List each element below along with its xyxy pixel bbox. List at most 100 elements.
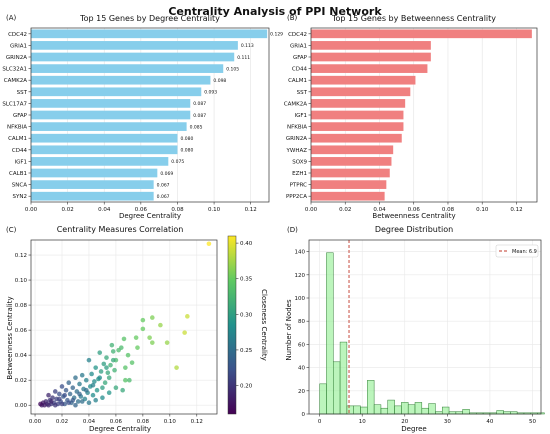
panel-c-point [110, 357, 116, 363]
panel-a-category-label: SYN2 [13, 194, 27, 200]
panel-b-xtick-label: 0.00 [305, 207, 318, 213]
panel-d-hist-bar [339, 341, 348, 415]
panel-a-value-label: 0.113 [241, 43, 254, 49]
panel-a-value-label: 0.067 [157, 194, 170, 200]
panel-b-bar [311, 168, 390, 178]
panel-d-legend [495, 244, 539, 258]
panel-c-point [70, 385, 76, 391]
panel-b-category-label: YWHAZ [286, 148, 308, 154]
panel-a-value-label: 0.093 [204, 90, 217, 96]
panel-b-category-label: GFAP [293, 55, 308, 61]
panel-c-point [46, 402, 51, 408]
panel-a-value-label: 0.087 [193, 113, 206, 119]
panel-d-hist-bar [326, 252, 334, 415]
panel-b-xtick-label: 0.12 [510, 207, 522, 213]
panel-a-value-label: 0.129 [270, 32, 283, 38]
panel-a-bar [31, 87, 202, 97]
panel-b-category-label: CAMK2A [284, 101, 307, 107]
panel-a-value-label: 0.080 [180, 136, 193, 142]
panel-a-category-label: NFKBIA [7, 125, 27, 131]
panel-c-point [104, 355, 109, 360]
panel-c-point [120, 387, 125, 393]
panel-a-xtick-label: 0.00 [25, 207, 38, 213]
panel-b-category-label: PTPRC [290, 183, 308, 189]
panel-a-category-label: SST [17, 90, 28, 96]
panel-a-xtick-label: 0.10 [208, 207, 221, 213]
panel-c-point [79, 372, 85, 378]
panel-b-bar [311, 41, 431, 50]
panel-d-hist-bar [333, 361, 341, 415]
panel-d-xtick-label: 30 [444, 419, 451, 425]
panel-c-point [127, 377, 132, 383]
panel-d-ytick-label: 0 [302, 412, 306, 418]
panel-b-category-label: CDC42 [288, 32, 307, 38]
panel-c-point [46, 392, 51, 398]
panel-d-axes-frame [308, 239, 542, 415]
panel-c-point [57, 396, 62, 402]
panel-a-xtick-label: 0.04 [98, 207, 111, 213]
panel-b-bar [311, 191, 385, 201]
panel-a-bar [31, 133, 178, 143]
panel-b-bar [311, 99, 406, 108]
panel-a-xlabel: Degree Centrality [119, 212, 181, 220]
panel-d-hist-bar [346, 405, 354, 415]
panel-b-category-label: CALM1 [288, 78, 307, 84]
panel-d-ytick-label: 100 [295, 296, 306, 302]
panel-c-point [147, 335, 152, 340]
panel-d-hist-bar [462, 409, 470, 415]
panel-a-category-label: IGF1 [14, 159, 27, 165]
panel-c-point [106, 390, 112, 396]
panel-c-point [101, 361, 107, 367]
panel-d-hist-bar [421, 407, 429, 415]
panel-d: (D) Degree Distribution Degree Number of… [285, 225, 545, 433]
panel-d-xtick-label: 40 [486, 419, 493, 425]
panel-c-point [73, 402, 78, 408]
panel-d-hist-bar [441, 406, 450, 415]
legend-mean-label: Mean: 6.9 [512, 249, 537, 255]
panel-a-category-label: SLC32A1 [2, 67, 27, 73]
panel-d-ytick-label: 120 [295, 273, 306, 279]
panel-c-xtick-label: 0.06 [110, 419, 123, 425]
panel-c-point [52, 389, 58, 394]
panel-a-bar [31, 145, 178, 155]
panel-a-bar [31, 29, 268, 39]
panel-c-point [109, 342, 115, 348]
panel-b-title: Top 15 Genes by Betweenness Centrality [331, 14, 496, 23]
panel-d-hist-bar [373, 404, 382, 415]
panel-c-point [125, 352, 131, 358]
panel-c-point [123, 377, 128, 383]
panel-a-bar [31, 122, 187, 131]
panel-a-xtick-label: 0.08 [171, 207, 184, 213]
panel-a-bar [31, 64, 224, 73]
panel-b-bar [311, 87, 411, 97]
panel-d-ytick-label: 60 [298, 342, 305, 348]
colorbar-tick-label: 0.25 [240, 348, 253, 354]
panel-c-point [185, 314, 190, 319]
panel-b-bar [311, 110, 404, 120]
panel-c-point [133, 335, 139, 340]
panel-d-hist-bar [496, 410, 504, 415]
panel-a-category-label: CDC42 [8, 32, 27, 38]
panel-b-bar [311, 29, 532, 39]
panel-d-xtick-label: 0 [318, 419, 322, 425]
panel-c-point [77, 381, 82, 387]
panel-a-xtick-label: 0.12 [245, 207, 257, 213]
panel-c-point [89, 371, 94, 377]
panel-b-xlabel: Betweenness Centrality [372, 212, 455, 220]
panel-c-xtick-label: 0.10 [164, 419, 177, 425]
panel-a-xtick-label: 0.02 [61, 207, 73, 213]
panel-c-point [67, 391, 73, 397]
panel-c-point [116, 347, 121, 353]
panel-a-xtick-label: 0.06 [135, 207, 148, 213]
panel-b-category-label: NFKBIA [287, 125, 307, 131]
colorbar-label: Closeness Centrality [260, 289, 268, 361]
panel-a-bar [31, 41, 238, 50]
panel-c-point [77, 391, 82, 397]
panel-a-bar [31, 157, 169, 166]
panel-a-value-label: 0.080 [180, 148, 193, 154]
panel-b-xtick-label: 0.06 [408, 207, 421, 213]
panel-c-ytick-label: 0.00 [15, 403, 28, 409]
panel-c-ytick-label: 0.08 [15, 303, 28, 309]
panel-c-point [38, 401, 43, 407]
